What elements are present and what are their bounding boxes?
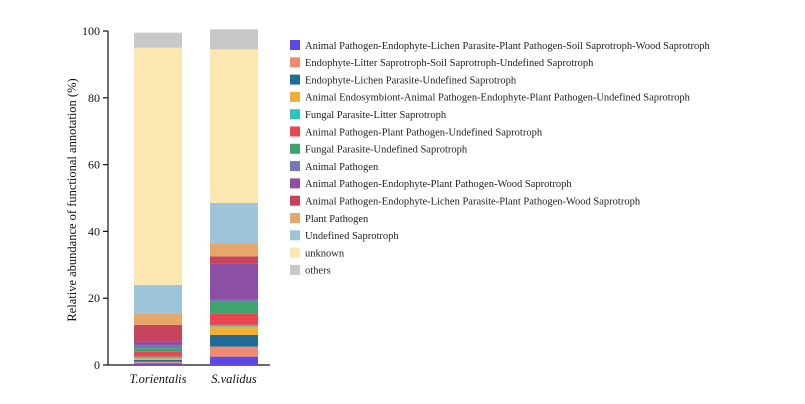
bar-segment <box>134 284 182 314</box>
bar-segment <box>134 47 182 285</box>
legend-swatch <box>290 178 300 189</box>
bar-segment <box>134 356 182 359</box>
y-tick-label: 80 <box>88 91 100 105</box>
legend-label: Undefined Saprotroph <box>305 231 399 242</box>
legend-label: Fungal Parasite-Undefined Saprotroph <box>305 145 468 156</box>
legend-swatch <box>290 126 300 137</box>
legend-swatch <box>290 91 300 102</box>
bar-segment <box>210 29 258 50</box>
legend-label: Animal Pathogen-Plant Pathogen-Undefined… <box>305 127 543 138</box>
legend-label: Endophyte-Lichen Parasite-Undefined Sapr… <box>305 75 517 86</box>
legend-swatch <box>290 213 300 223</box>
bar-segment <box>210 301 258 314</box>
legend-swatch <box>290 230 300 241</box>
legend-label: Animal Pathogen-Endophyte-Plant Pathogen… <box>305 179 572 190</box>
legend-label: Animal Pathogen-Endophyte-Lichen Parasit… <box>305 41 711 52</box>
legend-swatch <box>290 57 300 68</box>
legend-label: Animal Pathogen-Endophyte-Lichen Parasit… <box>305 197 641 208</box>
bar-segment <box>210 263 258 300</box>
bar-segment <box>134 359 182 362</box>
legend-swatch <box>290 195 300 206</box>
bar-segment <box>134 351 182 357</box>
y-tick-label: 20 <box>88 291 100 305</box>
bar-segment <box>134 32 182 48</box>
bar-segment <box>210 334 258 347</box>
bar-segment <box>134 358 182 360</box>
x-tick-label: T.orientalis <box>129 372 186 386</box>
legend-label: others <box>305 266 331 277</box>
bar-segment <box>134 361 182 364</box>
y-tick-label: 0 <box>94 358 100 372</box>
legend-label: Endophyte-Litter Saprotroph-Soil Saprotr… <box>305 58 594 69</box>
bar-segment <box>210 256 258 264</box>
y-tick-label: 40 <box>88 224 100 238</box>
bar-segment <box>210 203 258 244</box>
bar-segment <box>210 299 258 302</box>
bar-segment <box>210 243 258 257</box>
bar-segment <box>134 341 182 345</box>
bar-segment <box>210 326 258 335</box>
legend-swatch <box>290 143 300 154</box>
legend-swatch <box>290 264 300 275</box>
bar-segment <box>134 324 182 342</box>
legend-label: Fungal Parasite-Litter Saprotroph <box>305 110 447 121</box>
legend-label: Animal Endosymbiont-Animal Pathogen-Endo… <box>305 93 691 104</box>
legend-label: Animal Pathogen <box>305 162 379 173</box>
legend-swatch <box>290 40 300 50</box>
bar-segment <box>134 348 182 352</box>
y-axis-title: Relative abundance of functional annotat… <box>65 78 79 321</box>
legend-swatch <box>290 161 300 172</box>
bar-segment <box>210 313 258 325</box>
bar-segment <box>134 363 182 365</box>
bar-segment <box>210 346 258 357</box>
legend-swatch <box>290 247 300 258</box>
legend-label: unknown <box>305 248 345 259</box>
legend-swatch <box>290 74 300 85</box>
x-tick-label: S.validus <box>211 372 257 386</box>
bar-segment <box>134 313 182 325</box>
bar-segment <box>210 49 258 204</box>
bar-segment <box>210 356 258 365</box>
bar-segment <box>134 344 182 349</box>
bar-segment <box>210 324 258 327</box>
y-tick-label: 100 <box>82 24 100 38</box>
legend-swatch <box>290 109 300 120</box>
y-tick-label: 60 <box>88 158 100 172</box>
legend-label: Plant Pathogen <box>305 214 369 225</box>
